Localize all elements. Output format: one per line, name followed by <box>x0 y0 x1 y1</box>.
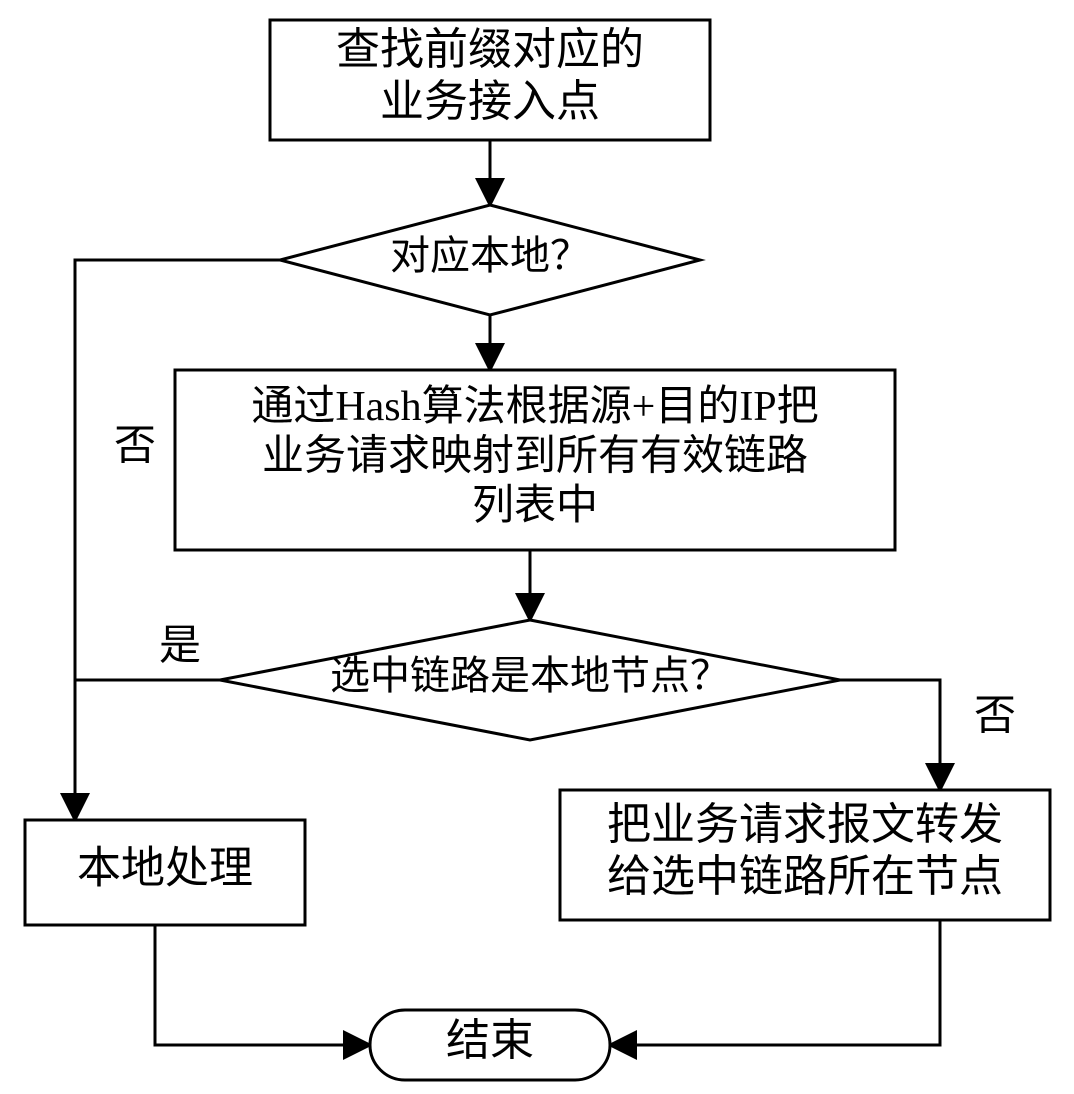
lbl-d1-no: 否 <box>114 424 156 470</box>
end-text-0: 结束 <box>446 1016 534 1065</box>
start-text-1: 业务接入点 <box>380 77 600 126</box>
node-d2: 选中链路是本地节点？ <box>220 620 840 740</box>
node-start: 查找前缀对应的业务接入点 <box>270 20 710 140</box>
node-local: 本地处理 <box>25 820 305 925</box>
nodes: 查找前缀对应的业务接入点对应本地？ 通过Hash算法根据源+目的IP把业务请求映射… <box>25 20 1050 1080</box>
e-forward-end <box>610 920 940 1045</box>
forward-text-1: 给选中链路所在节点 <box>607 852 1003 901</box>
local-text-0: 本地处理 <box>77 844 253 893</box>
node-forward: 把业务请求报文转发给选中链路所在节点 <box>560 790 1050 920</box>
node-d1: 对应本地？ <box>280 205 700 315</box>
hash-text-2: 列表中 <box>472 483 598 529</box>
forward-text-0: 把业务请求报文转发 <box>607 800 1003 849</box>
hash-text-0: 通过Hash算法根据源+目的IP把 <box>251 384 818 430</box>
lbl-d2-no: 否 <box>974 694 1016 740</box>
node-end: 结束 <box>370 1010 610 1080</box>
e-d2-no-forward <box>840 680 940 790</box>
lbl-d2-yes: 是 <box>159 624 201 670</box>
node-hash: 通过Hash算法根据源+目的IP把业务请求映射到所有有效链路列表中 <box>175 370 895 550</box>
d2-text-0: 选中链路是本地节点？ <box>330 653 730 698</box>
e-local-end <box>155 925 370 1045</box>
start-text-0: 查找前缀对应的 <box>336 25 644 74</box>
d1-text-0: 对应本地？ <box>390 233 590 278</box>
hash-text-1: 业务请求映射到所有有效链路 <box>262 434 808 480</box>
